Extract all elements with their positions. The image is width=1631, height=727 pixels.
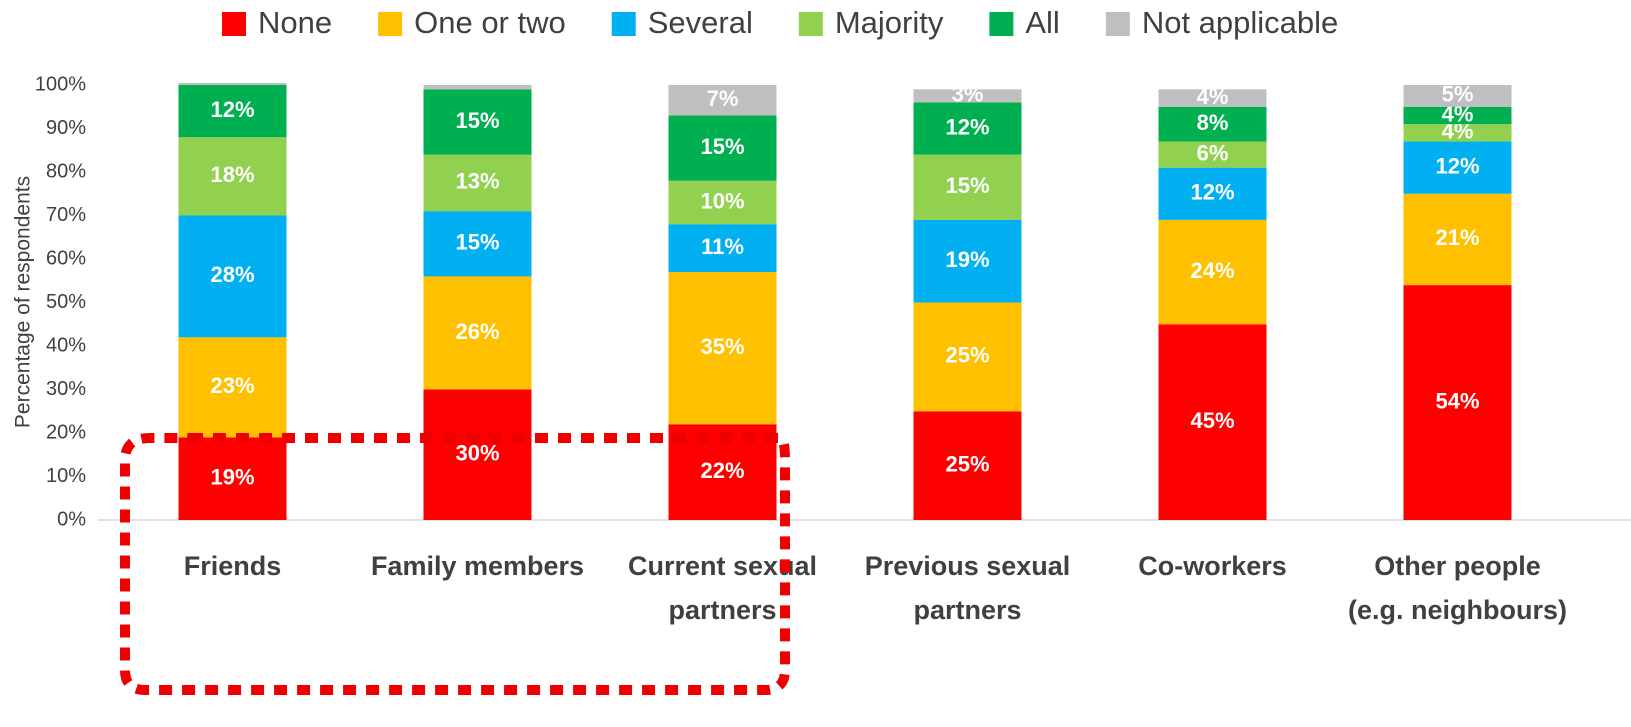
value-label: 12%: [210, 97, 254, 122]
value-label: 15%: [945, 173, 989, 198]
bar-segment: [1158, 324, 1267, 520]
bar-segment: [423, 211, 532, 277]
bar-segment: [913, 219, 1022, 303]
bar-segment: [1403, 106, 1512, 125]
bar-segment: [423, 89, 532, 155]
legend-label: None: [258, 5, 332, 40]
bar-segment: [1158, 219, 1267, 325]
highlight-box: [120, 433, 790, 695]
x-tick-label: Family members: [371, 551, 584, 581]
value-label: 28%: [210, 262, 254, 287]
x-tick-label: Previous sexual partners: [865, 551, 1071, 625]
legend-label: Not applicable: [1142, 5, 1338, 40]
bar-segment: [178, 437, 287, 520]
bar-segment: [668, 224, 777, 273]
value-label: 12%: [945, 114, 989, 139]
x-tick-label: Other people (e.g. neighbours): [1348, 551, 1567, 625]
value-label: 3%: [952, 82, 984, 107]
legend-label: Majority: [835, 5, 944, 40]
bar-segment: [1403, 124, 1512, 142]
bar-segment: [1158, 167, 1267, 220]
y-tick-label: 10%: [46, 465, 86, 487]
bar-segment: [668, 85, 777, 116]
bar-segment: [1158, 106, 1267, 142]
bar-segment: [1158, 89, 1267, 107]
value-label: 15%: [700, 134, 744, 159]
bar-segment: [913, 102, 1022, 155]
y-tick-label: 80%: [46, 160, 86, 182]
bar-segment: [178, 215, 287, 338]
bar-segment: [1403, 285, 1512, 520]
bar-segment: [1403, 193, 1512, 286]
bar-segment: [668, 115, 777, 181]
value-label: 45%: [1190, 408, 1234, 433]
value-label: 18%: [210, 162, 254, 187]
value-label: 25%: [945, 451, 989, 476]
value-label: 35%: [700, 334, 744, 359]
value-label: 19%: [945, 247, 989, 272]
bar-segment: [1403, 141, 1512, 194]
legend-swatch: [798, 12, 823, 36]
y-tick-label: 20%: [46, 421, 86, 443]
x-tick-label: Friends: [184, 551, 282, 581]
bar-segment: [1403, 85, 1512, 107]
value-label: 30%: [455, 441, 499, 466]
value-label: 24%: [1190, 258, 1234, 283]
y-tick-label: 90%: [46, 117, 86, 139]
legend-swatch: [611, 12, 636, 36]
bar-segment: [913, 154, 1022, 220]
value-label: 7%: [707, 86, 739, 111]
value-label: 12%: [1190, 180, 1234, 205]
bar-segment: [178, 137, 287, 216]
legend-swatch: [1105, 12, 1130, 36]
bar-segment: [178, 85, 287, 138]
y-tick-label: 70%: [46, 204, 86, 226]
bar-segment: [423, 276, 532, 390]
legend-swatch: [378, 12, 403, 36]
value-label: 12%: [1435, 153, 1479, 178]
y-axis-label: Percentage of respondents: [12, 176, 35, 428]
bar-segment: [913, 89, 1022, 103]
bar-segment: [913, 411, 1022, 520]
bar-segment: [1158, 141, 1267, 168]
legend-swatch: [989, 12, 1014, 36]
bar-segment: [668, 272, 777, 425]
value-label: 6%: [1197, 140, 1229, 165]
value-label: 10%: [700, 188, 744, 213]
bar-segment: [178, 337, 287, 438]
y-tick-label: 0%: [57, 508, 86, 530]
bar-segment: [423, 154, 532, 212]
value-label: 4%: [1197, 84, 1229, 109]
value-label: 19%: [210, 464, 254, 489]
bar-segment: [668, 180, 777, 225]
legend-label: All: [1025, 5, 1059, 40]
legend-label: Several: [648, 5, 753, 40]
bar-segment: [178, 82, 287, 85]
value-label: 8%: [1197, 110, 1229, 135]
value-label: 15%: [455, 108, 499, 133]
y-tick-label: 50%: [46, 291, 86, 313]
value-label: 15%: [455, 230, 499, 255]
plot: 0% 10% 20% 30% 40% 50% 60% 70% 80% 90% 100% Friends…: [35, 5, 1631, 625]
y-tick-label: 30%: [46, 378, 86, 400]
value-label: 54%: [1435, 388, 1479, 413]
bar-segment: [913, 302, 1022, 412]
legend-label: One or two: [414, 5, 566, 40]
x-tick-label: Co-workers: [1138, 551, 1287, 581]
y-tick-label: 60%: [46, 247, 86, 269]
value-label: 25%: [945, 343, 989, 368]
value-label: 11%: [701, 234, 744, 259]
y-tick-label: 100%: [35, 73, 86, 95]
value-label: 23%: [210, 373, 254, 398]
bar-segment: [423, 85, 532, 90]
value-label: 21%: [1435, 225, 1479, 250]
value-label: 13%: [455, 169, 499, 194]
value-label: 5%: [1442, 82, 1474, 107]
legend-swatch: [222, 12, 246, 36]
bar-segment: [423, 389, 532, 520]
value-label: 22%: [700, 458, 744, 483]
value-label: 26%: [455, 319, 499, 344]
y-tick-label: 40%: [46, 334, 86, 356]
